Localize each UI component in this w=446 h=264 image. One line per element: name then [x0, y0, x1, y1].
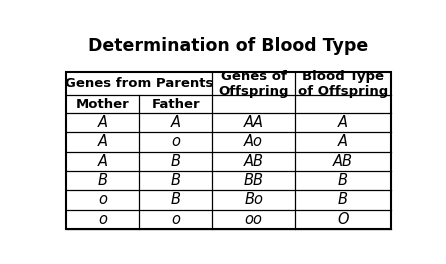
Text: A: A: [338, 115, 348, 130]
Text: Ao: Ao: [244, 134, 263, 149]
Text: AA: AA: [244, 115, 264, 130]
Text: B: B: [171, 154, 181, 169]
Text: B: B: [338, 173, 348, 188]
Text: o: o: [98, 212, 107, 227]
Text: o: o: [171, 212, 180, 227]
Text: O: O: [337, 212, 349, 227]
Text: A: A: [98, 115, 107, 130]
Text: Genes from Parents: Genes from Parents: [65, 77, 214, 90]
Text: Bo: Bo: [244, 192, 263, 208]
Text: AB: AB: [333, 154, 353, 169]
Text: Genes of
Offspring: Genes of Offspring: [219, 70, 289, 98]
Text: Father: Father: [152, 97, 200, 111]
Text: A: A: [171, 115, 181, 130]
Text: BB: BB: [244, 173, 264, 188]
Text: A: A: [98, 134, 107, 149]
Text: Determination of Blood Type: Determination of Blood Type: [88, 37, 369, 55]
Text: oo: oo: [245, 212, 263, 227]
Text: B: B: [98, 173, 107, 188]
Text: o: o: [98, 192, 107, 208]
Text: A: A: [338, 134, 348, 149]
Text: B: B: [171, 173, 181, 188]
Text: A: A: [98, 154, 107, 169]
Text: Blood Type
of Offspring: Blood Type of Offspring: [298, 70, 388, 98]
Text: B: B: [171, 192, 181, 208]
Text: B: B: [338, 192, 348, 208]
Text: AB: AB: [244, 154, 264, 169]
Text: o: o: [171, 134, 180, 149]
Text: Mother: Mother: [76, 97, 129, 111]
